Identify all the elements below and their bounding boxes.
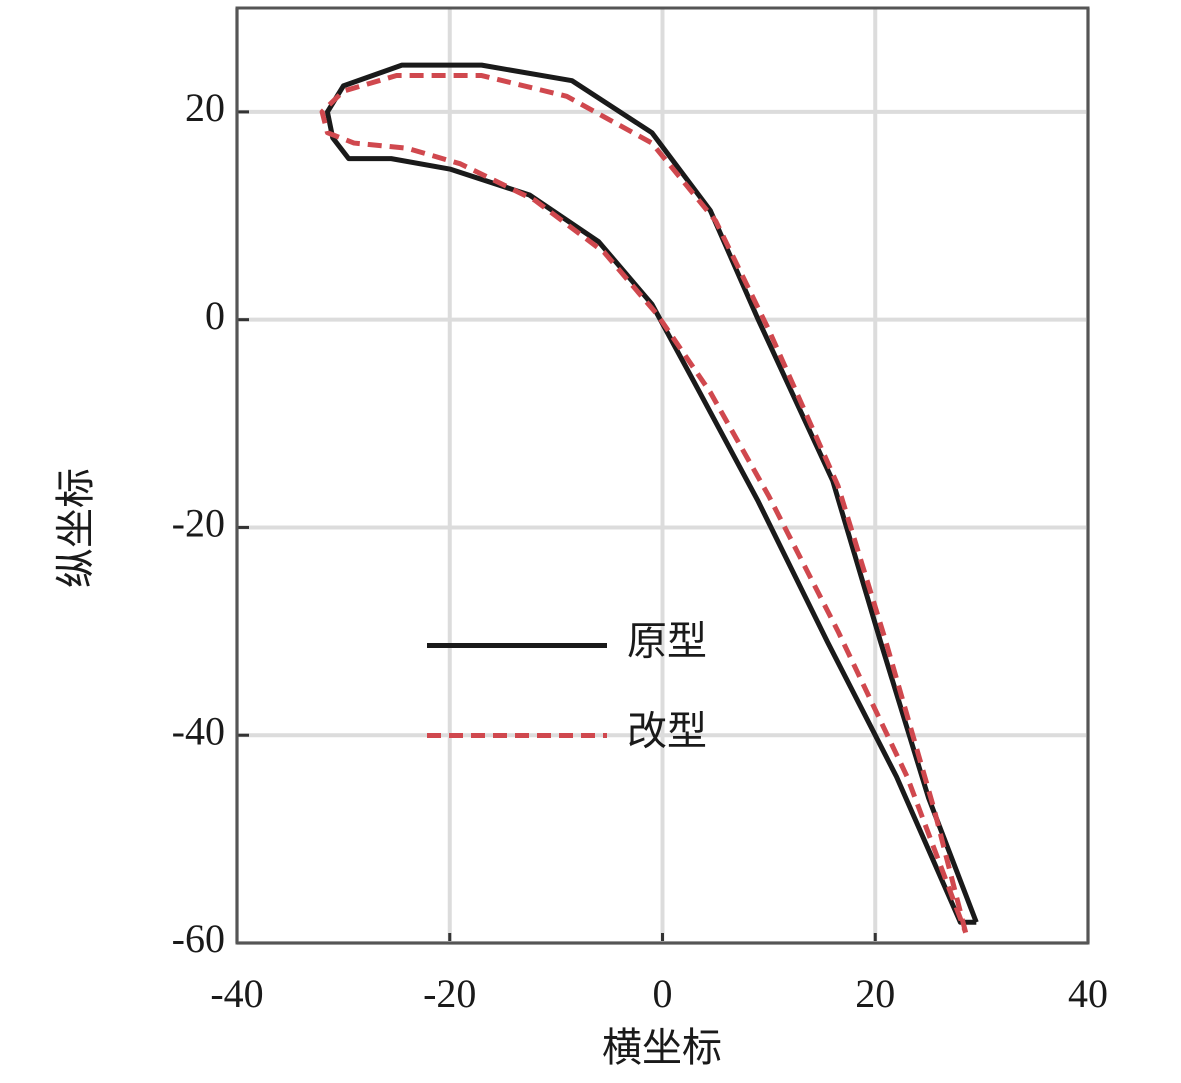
x-tick-label: -20 bbox=[423, 971, 476, 1016]
y-tick-label: 0 bbox=[205, 293, 225, 338]
y-tick-label: -60 bbox=[172, 916, 225, 961]
x-tick-label: 0 bbox=[653, 971, 673, 1016]
x-axis-title: 横坐标 bbox=[602, 1025, 722, 1070]
series-line bbox=[319, 73, 969, 934]
legend-label: 改型 bbox=[627, 709, 707, 754]
y-tick-label: -20 bbox=[172, 501, 225, 546]
y-axis-title: 纵坐标 bbox=[53, 468, 98, 588]
y-tick-label: 20 bbox=[185, 85, 225, 130]
x-tick-label: 40 bbox=[1068, 971, 1108, 1016]
series-line bbox=[324, 62, 979, 925]
legend-label: 原型 bbox=[627, 619, 707, 664]
y-tick-label: -40 bbox=[172, 708, 225, 753]
plot-frame bbox=[235, 6, 1090, 945]
x-tick-label: 20 bbox=[855, 971, 895, 1016]
x-tick-label: -40 bbox=[210, 971, 263, 1016]
